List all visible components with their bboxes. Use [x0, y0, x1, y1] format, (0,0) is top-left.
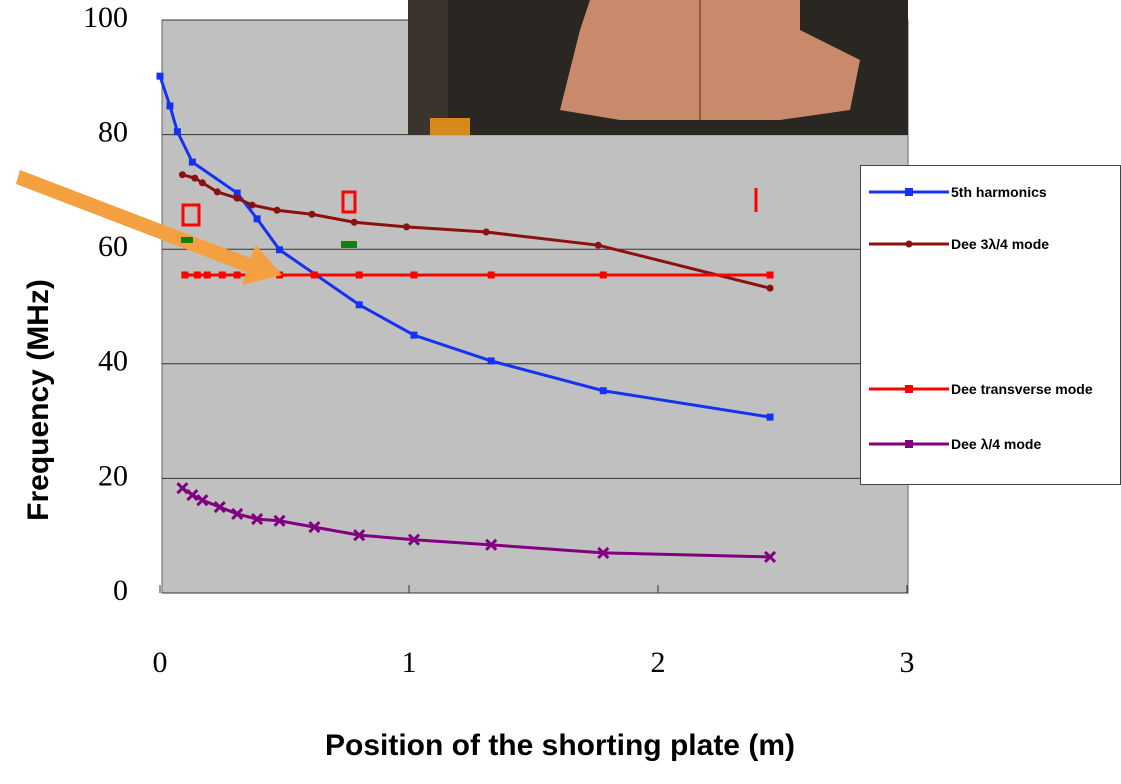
legend-entry: Dee 3λ/4 mode: [867, 236, 1101, 252]
point: [767, 271, 774, 278]
point: [600, 387, 607, 394]
x-tick-label: 3: [900, 646, 915, 679]
point: [214, 188, 221, 195]
legend: 5th harmonics Dee 3λ/4 mode Dee transverse…: [860, 165, 1121, 485]
point: [410, 332, 417, 339]
point: [356, 271, 363, 278]
x-tick-label: 1: [402, 646, 417, 679]
point: [234, 271, 241, 278]
point: [189, 159, 196, 166]
point: [403, 223, 410, 230]
point: [157, 73, 164, 80]
point: [311, 271, 318, 278]
point: [204, 271, 211, 278]
y-tick-label: 60: [98, 230, 128, 263]
y-tick-label: 80: [98, 115, 128, 148]
point: [166, 102, 173, 109]
legend-label: Dee 3λ/4 mode: [951, 236, 1101, 252]
legend-swatch: [867, 236, 951, 252]
point: [199, 179, 206, 186]
legend-label: Dee transverse mode: [951, 381, 1101, 397]
point: [174, 128, 181, 135]
legend-swatch: [867, 184, 951, 200]
point: [274, 207, 281, 214]
point: [181, 271, 188, 278]
point: [249, 202, 256, 209]
point: [276, 246, 283, 253]
point: [483, 229, 490, 236]
x-tick-label: 2: [651, 646, 666, 679]
y-tick-label: 0: [113, 574, 128, 607]
legend-label: 5th harmonics: [951, 184, 1101, 200]
point: [254, 215, 261, 222]
point: [595, 242, 602, 249]
point: [488, 357, 495, 364]
point: [308, 211, 315, 218]
y-tick-label: 20: [98, 459, 128, 492]
point: [767, 285, 774, 292]
y-axis-title: Frequency (MHz): [22, 279, 55, 521]
point: [600, 271, 607, 278]
legend-label: Dee λ/4 mode: [951, 436, 1101, 452]
point: [179, 171, 186, 178]
point: [219, 271, 226, 278]
point: [488, 271, 495, 278]
legend-entry: 5th harmonics: [867, 184, 1101, 200]
x-tick-label: 0: [153, 646, 168, 679]
legend-entry: Dee transverse mode: [867, 381, 1101, 397]
legend-swatch: [867, 381, 951, 397]
point: [191, 175, 198, 182]
point: [356, 301, 363, 308]
point: [194, 271, 201, 278]
y-tick-label: 100: [83, 1, 128, 34]
y-tick-label: 40: [98, 345, 128, 378]
photo: [408, 0, 908, 135]
point: [767, 414, 774, 421]
legend-entry: Dee λ/4 mode: [867, 436, 1101, 452]
point: [410, 271, 417, 278]
page: Frequency (MHz) Position of the shorting…: [0, 0, 1121, 784]
point: [234, 195, 241, 202]
point: [351, 219, 358, 226]
legend-swatch: [867, 436, 951, 452]
x-axis-title: Position of the shorting plate (m): [325, 729, 795, 762]
